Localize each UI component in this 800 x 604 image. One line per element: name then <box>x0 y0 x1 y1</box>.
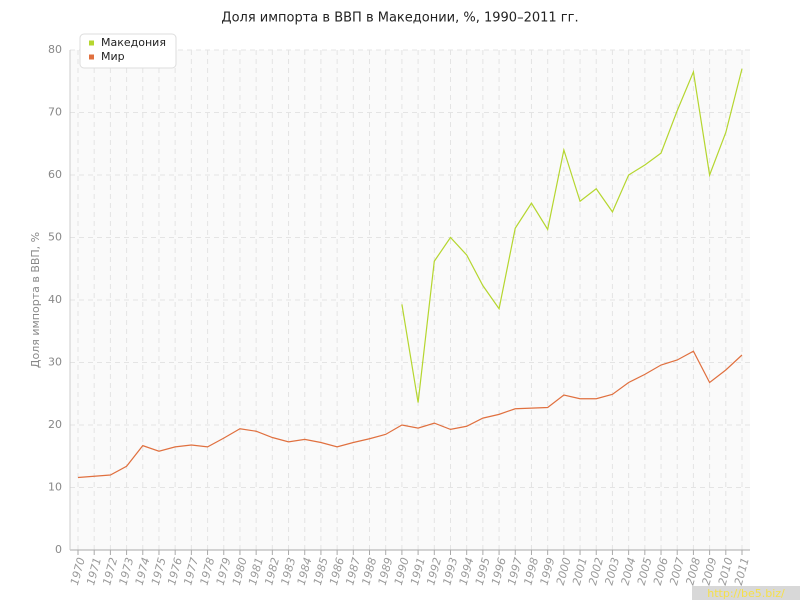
chart-title: Доля импорта в ВВП в Македонии, %, 1990–… <box>221 11 578 26</box>
y-tick-label: 60 <box>48 168 62 181</box>
legend-label: Македония <box>101 36 166 49</box>
y-tick-label: 30 <box>48 356 62 369</box>
y-tick-label: 10 <box>48 481 62 494</box>
series-line <box>401 68 743 403</box>
plot-area <box>70 50 750 550</box>
y-tick-label: 20 <box>48 418 62 431</box>
watermark: http://be5.biz/ <box>707 587 785 600</box>
y-axis-label: Доля импорта в ВВП, % <box>29 232 42 368</box>
y-tick-label: 0 <box>55 543 62 556</box>
y-tick-label: 80 <box>48 43 62 56</box>
y-tick-label: 70 <box>48 106 62 119</box>
series-line <box>77 350 743 479</box>
legend-box <box>79 33 177 69</box>
y-tick-label: 50 <box>48 231 62 244</box>
legend-label: Мир <box>101 50 125 63</box>
legend-swatch <box>89 40 94 46</box>
y-tick-label: 40 <box>48 293 62 306</box>
legend-swatch <box>89 54 94 60</box>
watermark-bg <box>692 586 800 600</box>
